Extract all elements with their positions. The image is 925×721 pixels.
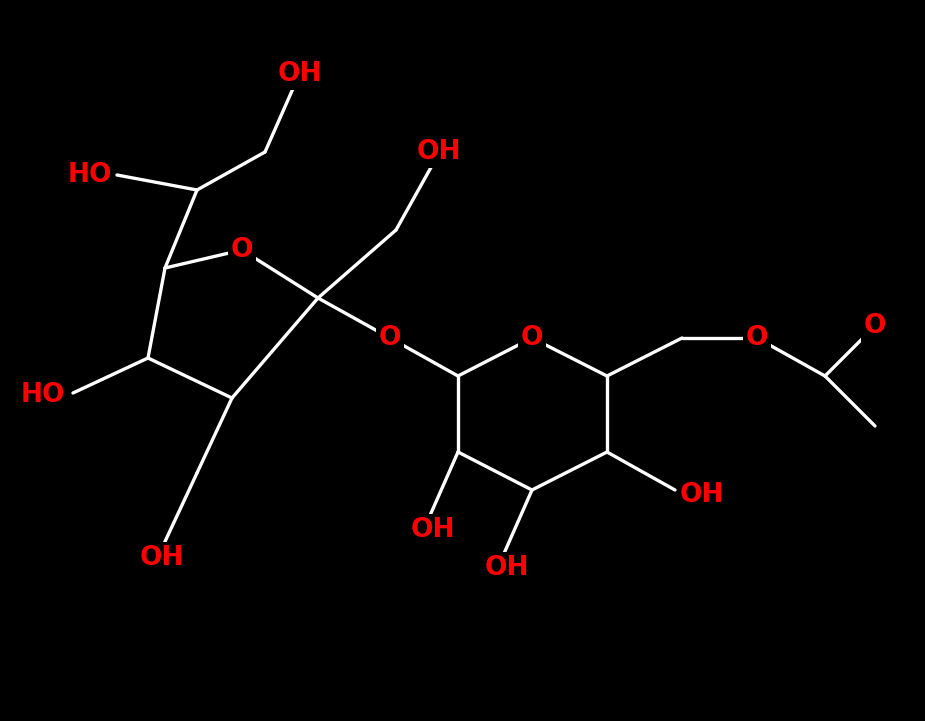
- Text: OH: OH: [411, 517, 455, 543]
- Text: HO: HO: [20, 382, 65, 408]
- Text: OH: OH: [278, 61, 322, 87]
- Text: OH: OH: [680, 482, 724, 508]
- Text: O: O: [864, 313, 886, 339]
- Text: O: O: [746, 325, 769, 351]
- Text: O: O: [378, 325, 401, 351]
- Text: OH: OH: [485, 555, 529, 581]
- Text: OH: OH: [140, 545, 184, 571]
- Text: O: O: [521, 325, 543, 351]
- Text: HO: HO: [68, 162, 112, 188]
- Text: OH: OH: [417, 139, 462, 165]
- Text: O: O: [230, 237, 253, 263]
